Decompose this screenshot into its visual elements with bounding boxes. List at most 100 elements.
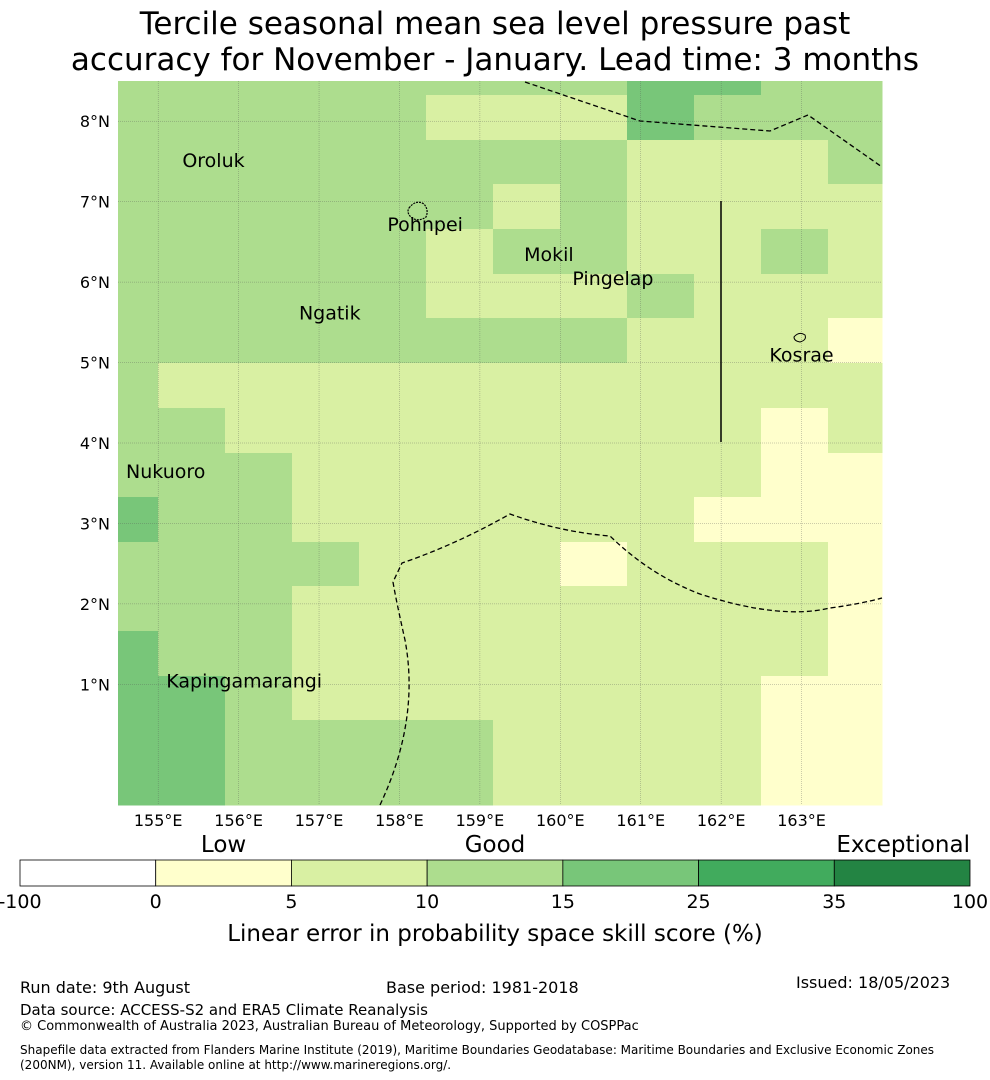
heatmap-cell [225,81,293,96]
copyright: © Commonwealth of Australia 2023, Austra… [20,1019,639,1034]
heatmap-cell [493,676,561,721]
heatmap-cell [694,453,762,498]
heatmap-cell [426,140,494,185]
title-line-1: Tercile seasonal mean sea level pressure… [139,6,851,42]
heatmap-cell [560,274,628,319]
lon-tick-label: 162°E [697,811,746,830]
lon-tick-label: 157°E [295,811,344,830]
heatmap-cell [426,363,494,409]
heatmap-cell [828,140,883,185]
heatmap-cell [560,408,628,454]
heatmap-cell [761,453,829,498]
colorbar-category-label: Good [465,832,526,858]
lat-tick-label: 5°N [80,354,110,373]
heatmap-cell [118,676,159,721]
colorbar-tick-label: 0 [150,891,162,913]
heatmap-cell [761,95,829,141]
colorbar-category-label: Exceptional [836,832,970,858]
place-label: Kosrae [769,345,833,367]
heatmap-cell [560,318,628,364]
heatmap-cell [292,363,360,409]
colorbar-tick-label: 35 [822,891,846,913]
colorbar-segment [562,859,699,887]
colorbar-segment [698,859,835,887]
heatmap-cell [426,453,494,498]
issued-date: Issued: 18/05/2023 [796,973,951,992]
heatmap-cell [225,676,293,721]
lat-tick-label: 1°N [80,675,110,694]
heatmap-cell [118,140,159,185]
colorbar-segment [291,859,428,887]
eez-boundary-north [524,81,883,168]
heatmap-cell [225,95,293,141]
heatmap-cell [828,274,883,319]
place-label: Ngatik [299,303,361,325]
base-period: Base period: 1981-2018 [386,978,579,997]
heatmap-cell [493,408,561,454]
heatmap-cell [158,140,226,185]
heatmap-cell [359,274,427,319]
colorbar-segment [155,859,292,887]
heatmap-cell [627,676,695,721]
heatmap-cell [359,586,427,632]
heatmap-cell [225,631,293,677]
run-date: Run date: 9th August [20,978,190,997]
heatmap-cell [761,676,829,721]
heatmap-cell [292,408,360,454]
heatmap-cell [493,631,561,677]
heatmap-cell [493,363,561,409]
lon-tick-label: 161°E [616,811,665,830]
heatmap-cell [158,453,226,498]
heatmap-cell [560,631,628,677]
island-outlines [407,201,806,343]
heatmap-cell [560,676,628,721]
heatmap-cell [560,363,628,409]
heatmap-cell [761,408,829,454]
heatmap-cell [158,542,226,587]
heatmap-cell [828,631,883,677]
heatmap-cell [225,453,293,498]
heatmap-cell [225,497,293,543]
heatmap-cell [118,586,159,632]
heatmap-cell [118,95,159,141]
heatmap-cell [359,184,427,230]
heatmap-cell [426,229,494,275]
heatmap-cell [694,408,762,454]
place-label: Oroluk [182,150,244,172]
heatmap-cell [359,542,427,587]
longitude-tick-labels: 155°E 156°E 157°E 158°E 159°E 160°E 161°E 162°E… [134,811,826,830]
heatmap-cell [359,229,427,275]
heatmap-cell [627,631,695,677]
lon-tick-label: 156°E [214,811,263,830]
colorbar-tick-label: 5 [285,891,297,913]
heatmap-cell [225,318,293,364]
heatmap-cell [118,720,159,806]
heatmap-cell [761,363,829,409]
heatmap-cell [158,497,226,543]
kosrae-island-outline [793,332,806,343]
heatmap-cell [493,81,561,96]
place-label: Pingelap [572,268,653,290]
heatmap-cell [426,95,494,141]
heatmap-cell [225,363,293,409]
heatmap-cell [828,542,883,587]
heatmap-cell [627,318,695,364]
heatmap-cell [158,318,226,364]
heatmap-cell [761,720,829,806]
heatmap-cell [694,676,762,721]
heatmap-cell [426,542,494,587]
heatmap-cell [627,229,695,275]
heatmap-cell [359,318,427,364]
heatmap-cell [118,274,159,319]
heatmap-cell [627,184,695,230]
heatmap-cell [158,631,226,677]
heatmap-cell [292,274,360,319]
heatmap-cell [118,497,159,543]
heatmap-cell [493,586,561,632]
lat-tick-label: 6°N [80,273,110,292]
heatmap-cell [292,676,360,721]
heatmap-cell [158,586,226,632]
heatmap-cell [426,408,494,454]
chart-title: Tercile seasonal mean sea level pressure… [0,6,990,78]
lon-tick-label: 159°E [456,811,505,830]
